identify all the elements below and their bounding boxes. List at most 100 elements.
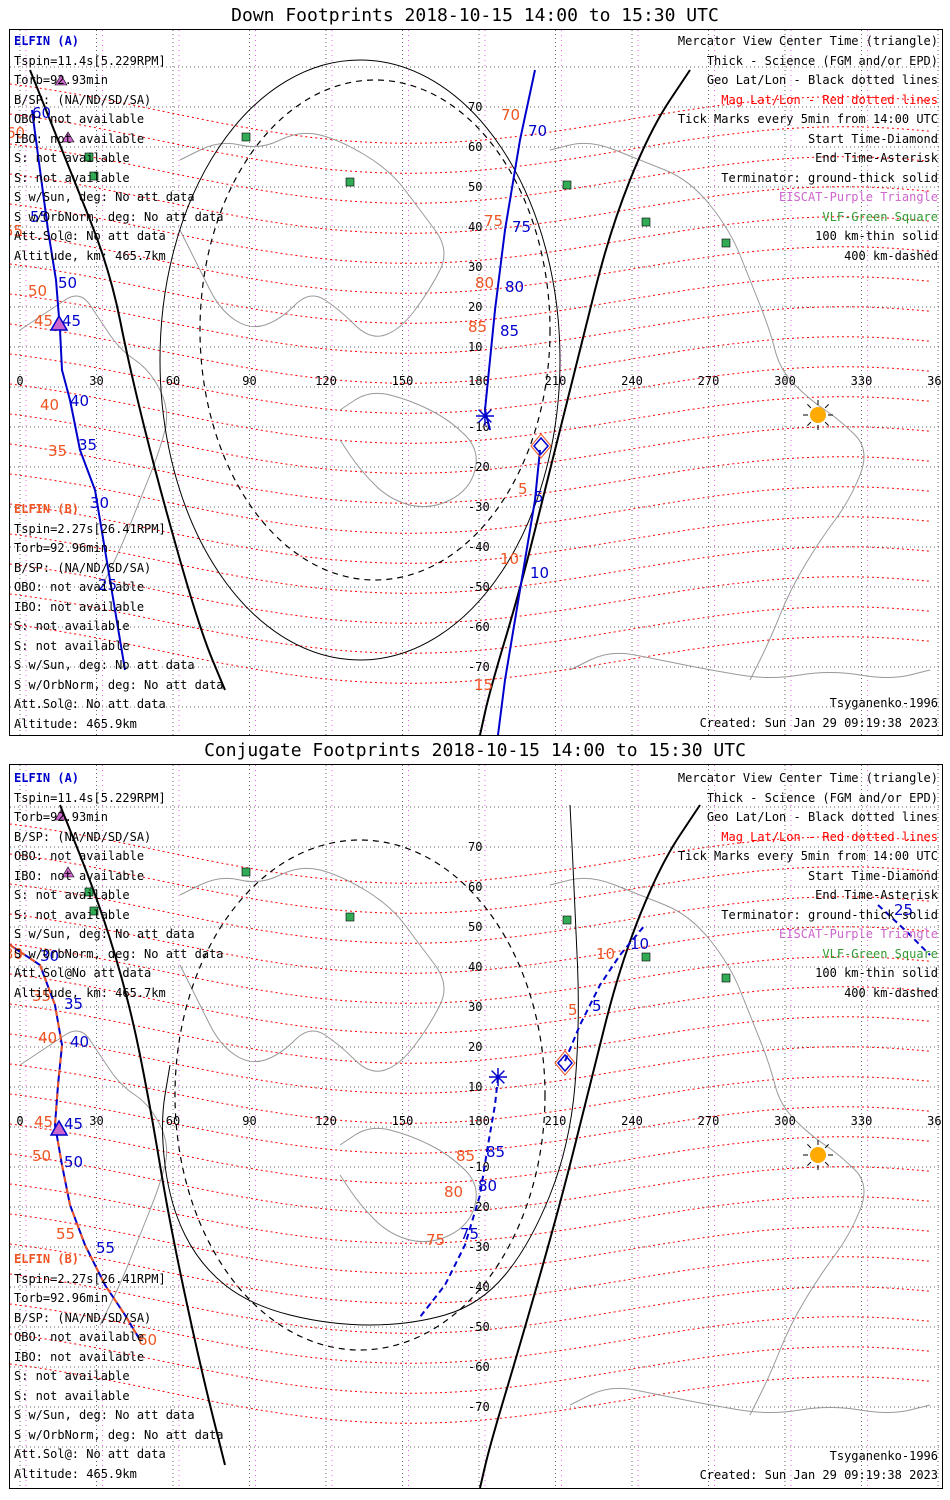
elfin-a-conjugate-track (10, 944, 141, 1341)
start-time-diamond-icon (557, 1053, 573, 1073)
mag-latitude-line (10, 443, 931, 504)
latitude-tick-label: -60 (468, 1360, 490, 1374)
mag-latitude-line (10, 413, 931, 474)
longitude-tick-label: 60 (166, 374, 180, 388)
sat-a-line: S: not available (14, 170, 130, 185)
longitude-tick-label: 360 (927, 1114, 942, 1128)
track-a-tick-label: 55 (96, 1239, 115, 1257)
sat-b-line: IBO: not available (14, 1349, 145, 1364)
map-panel-down: 0 30 60 90 120 150 180 210 240 270 300 330 360 70 60 50… (9, 29, 943, 736)
mag-latitude-line (10, 233, 931, 294)
track-a-tick-label: 45 (64, 1115, 83, 1133)
terminator-line (59, 804, 226, 1466)
sun-ray (824, 1144, 829, 1149)
legend-item: EISCAT-Purple Triangle (779, 927, 938, 941)
legend-item: EISCAT-Purple Triangle (779, 190, 938, 204)
mag-latitude-line (10, 173, 931, 234)
sun-ray (824, 421, 829, 426)
latitude-tick-label: 10 (468, 1080, 482, 1094)
latitude-tick-label: 20 (468, 300, 482, 314)
sat-b-line: Torb=92.96min (14, 1291, 108, 1305)
elfin-b-conjugate-track (877, 904, 931, 956)
sat-a-line: Altitude, km: 465.7km (14, 248, 166, 263)
center-time-triangle-icon (49, 314, 69, 331)
longitude-tick-label: 120 (315, 1114, 337, 1128)
sat-a-line: IBO: not available (14, 868, 145, 883)
track-b-tick-label: 5 (534, 488, 544, 506)
mag-latitude-line (10, 1183, 931, 1244)
legend-item: Mercator View Center Time (triangle) (677, 34, 938, 48)
latitude-tick-label: -60 (468, 620, 490, 634)
latitude-tick-label: 60 (468, 880, 482, 894)
legend-item: Start Time-Diamond (807, 131, 938, 146)
latitude-tick-label: -70 (468, 1400, 490, 1414)
mag-latitude-line (10, 1063, 931, 1124)
latitude-tick-label: 40 (468, 960, 482, 974)
track-a-mag-tick-label: 55 (10, 222, 23, 240)
mag-latitude-line (10, 1303, 931, 1364)
vlf-green-square-icon (721, 973, 731, 983)
sat-a-line: Tspin=11.4s[5.229RPM] (14, 790, 166, 805)
longitude-tick-label: 330 (851, 1114, 873, 1128)
track-a-mag-tick-label: 60 (138, 1331, 157, 1349)
track-a-tick-label: 25 (98, 576, 117, 594)
vlf-green-square-icon (641, 217, 651, 227)
track-b-tick-label: 80 (478, 1177, 497, 1195)
track-b-tick-label: 75 (512, 218, 531, 236)
track-b-mag-tick-label: 10 (596, 945, 615, 963)
start-time-diamond-icon (554, 1050, 576, 1076)
track-a-mag-tick-label: 45 (34, 1113, 53, 1131)
vlf-green-square-icon (562, 915, 572, 925)
sat-a-line: Torb=92.93min (14, 73, 108, 87)
latitude-tick-label: 30 (468, 1000, 482, 1014)
sat-b-info: ELFIN (B) Tspin=2.27s[26.41RPM] Torb=92.… (14, 500, 224, 734)
sat-a-label: ELFIN (A) (14, 34, 80, 48)
panel-title: Down Footprints 2018-10-15 14:00 to 15:3… (231, 5, 719, 26)
sat-a-line: Torb=92.93min (14, 810, 108, 824)
vlf-green-square-icon (241, 867, 251, 877)
mag-latitude-line (10, 1273, 931, 1334)
vlf-green-square-icon (89, 171, 99, 181)
map-panel-conjugate: 0 30 60 90 120 150 180 210 240 270 300 330 360 70 60 50… (9, 764, 943, 1489)
vlf-green-square-icon (345, 177, 355, 187)
mag-latitude-line (10, 593, 931, 654)
mag-latitude-line (10, 383, 931, 444)
longitude-tick-label: 150 (392, 374, 414, 388)
vlf-green-square-icon (241, 132, 251, 142)
sun-icon (810, 1147, 826, 1163)
start-time-diamond-icon (530, 433, 552, 459)
legend-item: 100 km-thin solid (815, 966, 938, 980)
legend-item: 400 km-dashed (844, 248, 938, 263)
longitude-tick-label: 0 (16, 374, 23, 388)
track-b-mag-tick-label: 85 (456, 1147, 475, 1165)
mag-latitude-line (10, 143, 931, 204)
sat-b-line: S w/OrbNorm, deg: No att data (14, 677, 224, 692)
longitude-tick-label: 360 (927, 374, 942, 388)
mag-latitude-line (10, 943, 931, 1004)
track-a-tick-label: 35 (78, 436, 97, 454)
legend-item: Geo Lat/Lon - Black dotted lines (706, 810, 938, 824)
track-b-mag-tick-label: 75 (484, 212, 503, 230)
sat-a-line: OBO: not available (14, 849, 145, 863)
longitude-tick-label: 210 (545, 1114, 567, 1128)
mag-latitude-line (10, 1153, 931, 1214)
map-legend: Mercator View Center Time (triangle) Thi… (678, 769, 938, 1003)
mag-latitude-line (10, 853, 931, 914)
track-b-tick-label: 75 (460, 1225, 479, 1243)
sat-b-line: B/SP: (NA/ND/SD/SA) (14, 560, 152, 575)
vlf-green-square-icon (721, 238, 731, 248)
track-a-mag-tick-label: 35 (32, 987, 51, 1005)
latitude-tick-label: 40 (468, 220, 482, 234)
longitude-tick-label: 0 (16, 1114, 23, 1128)
track-a-tick-label: 50 (64, 1153, 83, 1171)
sun-ray (807, 404, 812, 409)
track-b-mag-tick-label: 15 (474, 676, 493, 694)
sat-b-line: S: not available (14, 619, 130, 633)
mag-latitude-line (10, 473, 931, 534)
created-label: Created: Sun Jan 29 09:19:38 2023 (699, 1468, 938, 1482)
center-time-triangle-icon (49, 1119, 69, 1136)
terminator-line (479, 804, 701, 1488)
mag-latitude-line (10, 1363, 931, 1424)
latitude-tick-label: 50 (468, 920, 482, 934)
sat-a-line: S: not available (14, 888, 130, 902)
